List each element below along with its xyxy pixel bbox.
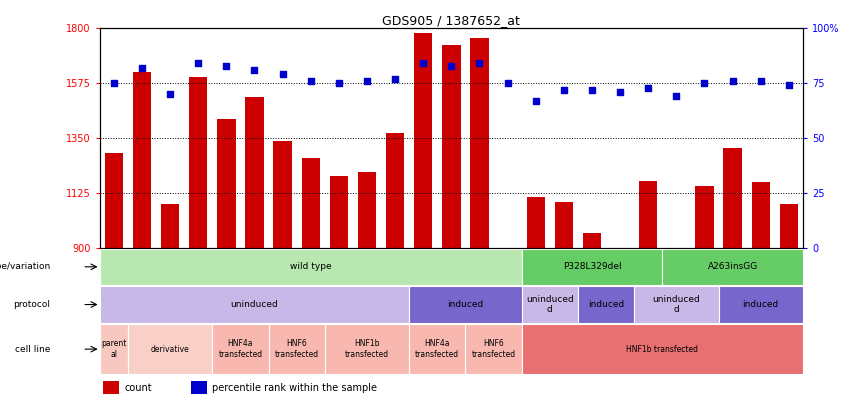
Point <box>501 80 515 87</box>
Point <box>613 89 627 95</box>
Point <box>753 78 767 84</box>
Bar <box>527 197 545 248</box>
Bar <box>409 324 465 374</box>
Text: induced: induced <box>743 300 779 309</box>
Bar <box>779 204 798 248</box>
Bar <box>498 248 516 267</box>
Text: genotype/variation: genotype/variation <box>0 262 50 271</box>
Bar <box>611 248 629 254</box>
Text: HNF6
transfected: HNF6 transfected <box>471 339 516 359</box>
Text: uninduced
d: uninduced d <box>653 295 700 314</box>
Text: induced: induced <box>447 300 483 309</box>
Bar <box>752 182 770 248</box>
Text: HNF4a
transfected: HNF4a transfected <box>415 339 459 359</box>
Bar <box>133 72 151 248</box>
Text: wild type: wild type <box>290 262 332 271</box>
Point <box>107 80 121 87</box>
Point <box>417 60 431 67</box>
Point <box>332 80 345 87</box>
Point <box>585 87 599 93</box>
Text: induced: induced <box>588 300 624 309</box>
Bar <box>667 248 686 262</box>
Point <box>276 71 290 78</box>
Bar <box>100 249 522 285</box>
Bar <box>189 77 207 248</box>
Bar <box>100 324 128 374</box>
Bar <box>442 45 461 248</box>
Bar <box>100 286 409 323</box>
Point <box>669 93 683 100</box>
Bar <box>695 186 713 248</box>
Point <box>220 62 233 69</box>
Bar <box>522 324 803 374</box>
Text: P328L329del: P328L329del <box>562 262 621 271</box>
Bar <box>639 181 657 248</box>
Bar <box>582 233 602 248</box>
Bar <box>105 153 123 248</box>
Text: HNF1b
transfected: HNF1b transfected <box>345 339 389 359</box>
Text: percentile rank within the sample: percentile rank within the sample <box>213 383 378 393</box>
Point <box>135 65 149 71</box>
Text: HNF6
transfected: HNF6 transfected <box>274 339 319 359</box>
Bar <box>522 286 578 323</box>
Point <box>247 67 261 73</box>
Bar <box>325 324 409 374</box>
Bar <box>465 324 522 374</box>
Bar <box>522 249 662 285</box>
Point <box>529 98 542 104</box>
Point <box>782 82 796 89</box>
Title: GDS905 / 1387652_at: GDS905 / 1387652_at <box>383 14 520 27</box>
Point <box>360 78 374 84</box>
Point <box>304 78 318 84</box>
Text: A263insGG: A263insGG <box>707 262 758 271</box>
Text: HNF1b transfected: HNF1b transfected <box>627 345 698 354</box>
Bar <box>103 382 119 394</box>
Bar <box>578 286 635 323</box>
Text: count: count <box>124 383 152 393</box>
Point <box>191 60 205 67</box>
Bar <box>635 286 719 323</box>
Point <box>163 91 177 98</box>
Text: HNF4a
transfected: HNF4a transfected <box>219 339 262 359</box>
Bar <box>246 97 264 248</box>
Text: uninduced: uninduced <box>231 300 279 309</box>
Bar <box>662 249 803 285</box>
Text: protocol: protocol <box>14 300 50 309</box>
Text: uninduced
d: uninduced d <box>526 295 574 314</box>
Point <box>557 87 571 93</box>
Bar <box>723 148 742 248</box>
Bar <box>386 133 404 248</box>
Point <box>726 78 740 84</box>
Point <box>698 80 712 87</box>
Text: parent
al: parent al <box>102 339 127 359</box>
Bar <box>217 119 235 248</box>
Point <box>641 84 655 91</box>
Bar <box>273 141 292 248</box>
Bar <box>555 202 573 248</box>
Point <box>472 60 486 67</box>
Bar <box>268 324 325 374</box>
Text: cell line: cell line <box>16 345 50 354</box>
Bar <box>330 176 348 248</box>
Bar <box>414 33 432 248</box>
Point <box>388 76 402 82</box>
Bar <box>301 158 320 248</box>
Bar <box>191 382 207 394</box>
Bar <box>719 286 803 323</box>
Point <box>444 62 458 69</box>
Text: derivative: derivative <box>151 345 189 354</box>
Bar <box>161 204 180 248</box>
Bar <box>409 286 522 323</box>
Bar <box>128 324 213 374</box>
Bar <box>358 172 376 248</box>
Bar <box>470 38 489 248</box>
Bar <box>213 324 268 374</box>
